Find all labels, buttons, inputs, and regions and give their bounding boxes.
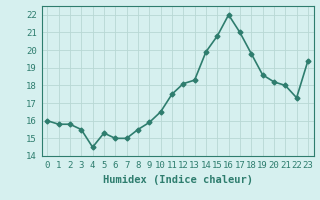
X-axis label: Humidex (Indice chaleur): Humidex (Indice chaleur) xyxy=(103,175,252,185)
